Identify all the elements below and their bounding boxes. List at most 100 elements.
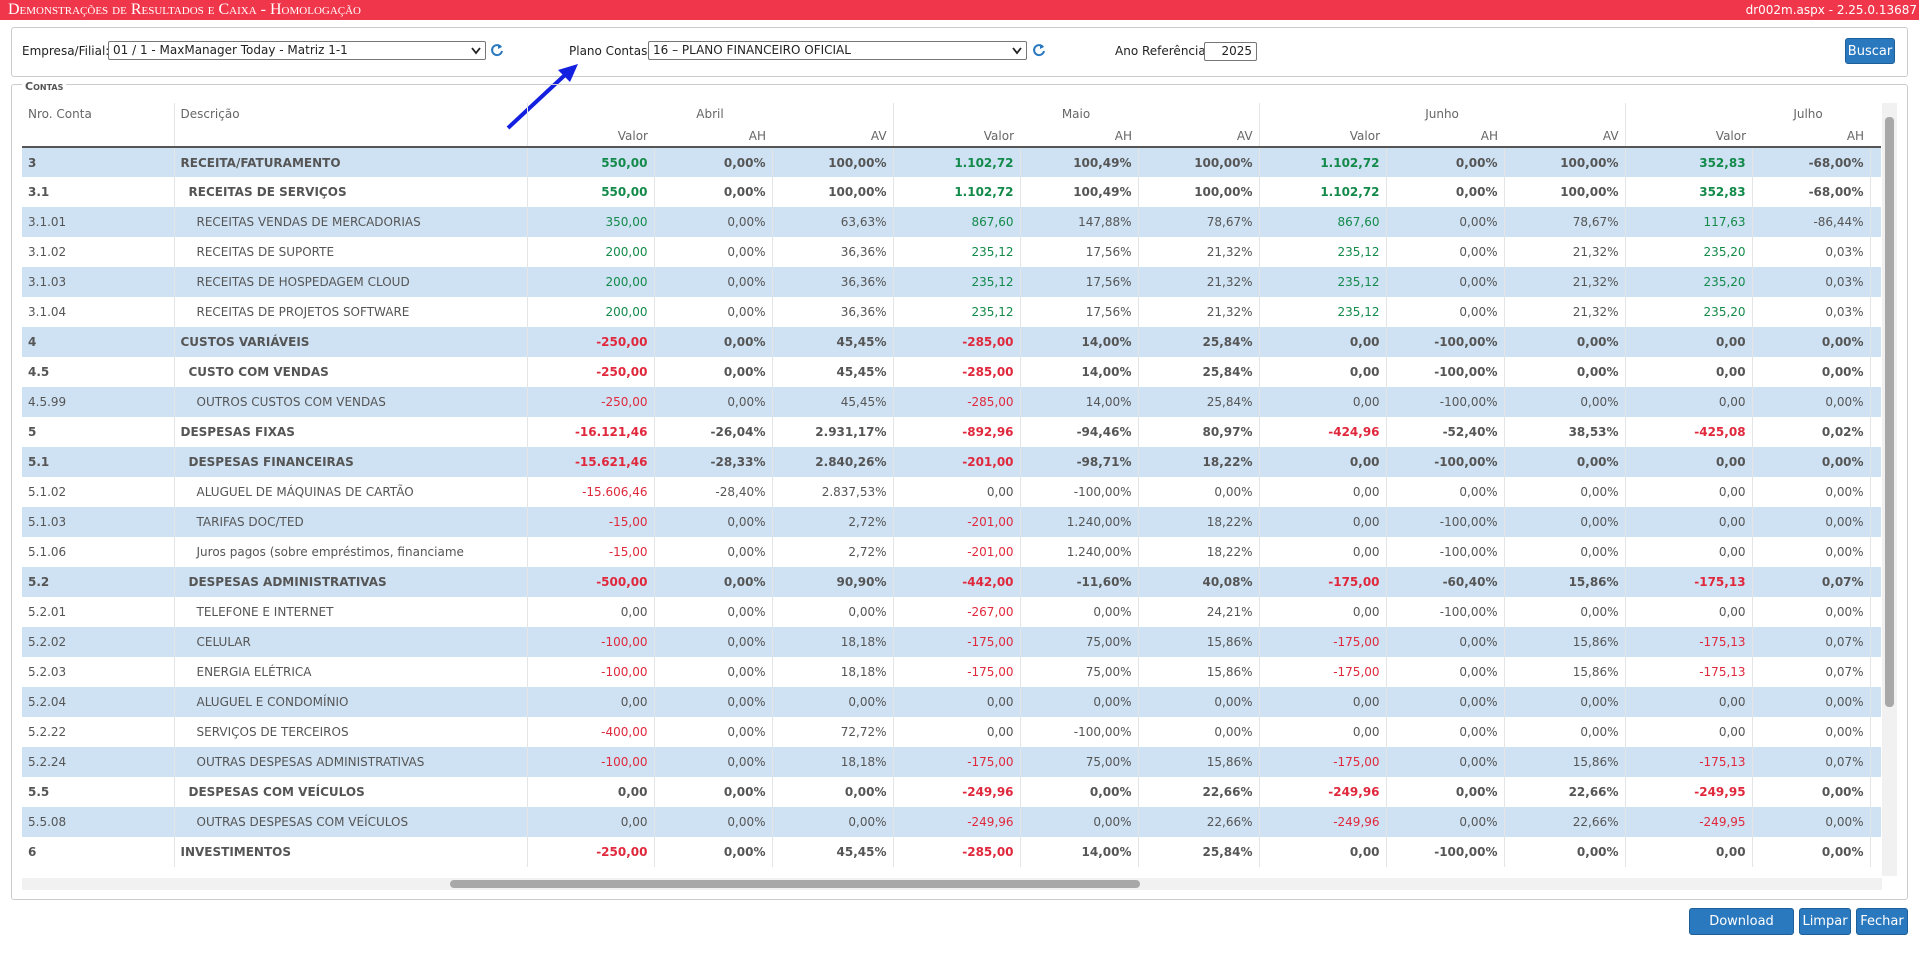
- value-cell: 0,00: [1625, 477, 1753, 507]
- value-cell: 21,32%: [1504, 267, 1626, 297]
- value-cell: -175,13: [1625, 567, 1753, 597]
- download-excel-button[interactable]: Download Excel: [1689, 908, 1794, 955]
- value-cell: 0,00%: [1386, 747, 1505, 777]
- value-cell: 0,00%: [772, 687, 894, 717]
- value-cell: [1870, 387, 1881, 417]
- value-cell: 352,83: [1625, 147, 1753, 177]
- value-cell: 100,49%: [1020, 177, 1139, 207]
- value-cell: 0,00%: [1020, 597, 1139, 627]
- value-cell: -100,00%: [1020, 717, 1139, 747]
- value-cell: -26,04%: [654, 417, 773, 447]
- value-cell: 36,36%: [772, 297, 894, 327]
- value-cell: 22,66%: [1138, 777, 1260, 807]
- value-cell: 72,72%: [772, 717, 894, 747]
- account-description: DESPESAS COM VEÍCULOS: [174, 777, 528, 807]
- value-cell: 15,86%: [1138, 657, 1260, 687]
- header-bar: Demonstrações de Resultados e Caixa - Ho…: [0, 0, 1919, 20]
- value-cell: 18,22%: [1138, 447, 1260, 477]
- value-cell: -175,00: [1259, 567, 1387, 597]
- horizontal-scrollbar[interactable]: [22, 878, 1882, 890]
- refresh-icon[interactable]: [1032, 43, 1046, 57]
- account-row: 5.2.01 TELEFONE E INTERNET 0,00 0,00% 0,00% -…: [22, 597, 1881, 627]
- value-cell: 0,00%: [1138, 687, 1260, 717]
- value-cell: -285,00: [893, 837, 1021, 867]
- vertical-scrollbar[interactable]: [1882, 103, 1897, 876]
- value-cell: 235,12: [1259, 267, 1387, 297]
- value-cell: [1870, 657, 1881, 687]
- value-cell: 0,00%: [1752, 447, 1871, 477]
- value-cell: -201,00: [893, 537, 1021, 567]
- empresa-select[interactable]: 01 / 1 - MaxManager Today - Matriz 1-1: [108, 41, 486, 60]
- value-cell: 75,00%: [1020, 657, 1139, 687]
- value-cell: 15,86%: [1504, 567, 1626, 597]
- value-cell: 45,45%: [772, 357, 894, 387]
- value-cell: -250,00: [527, 327, 655, 357]
- value-cell: -100,00%: [1386, 357, 1505, 387]
- value-cell: 0,00%: [654, 297, 773, 327]
- value-cell: 235,20: [1625, 297, 1753, 327]
- subcolumn-header: AH: [654, 125, 772, 148]
- value-cell: 14,00%: [1020, 387, 1139, 417]
- table-container: Nro. Conta Descrição Abril Maio Junho Julho Va…: [22, 103, 1881, 876]
- subcolumn-header: AH: [1752, 125, 1871, 148]
- ano-input[interactable]: 2025: [1204, 42, 1257, 61]
- value-cell: 0,00%: [1752, 837, 1871, 867]
- accounts-table: Nro. Conta Descrição Abril Maio Junho Julho Va…: [22, 103, 1881, 867]
- value-cell: [1870, 747, 1881, 777]
- value-cell: 90,90%: [772, 567, 894, 597]
- value-cell: [1870, 267, 1881, 297]
- search-button[interactable]: Buscar: [1845, 38, 1895, 64]
- subcolumn-header: AV: [1138, 125, 1260, 148]
- value-cell: 0,00%: [1752, 597, 1871, 627]
- value-cell: -98,71%: [1020, 447, 1139, 477]
- value-cell: -100,00%: [1386, 507, 1505, 537]
- value-cell: 45,45%: [772, 327, 894, 357]
- version: dr002m.aspx - 2.25.0.13687: [1745, 3, 1917, 17]
- select-value: 16 – PLANO FINANCEIRO OFICIAL: [653, 43, 851, 57]
- value-cell: 0,00%: [654, 237, 773, 267]
- value-cell: 0,00: [1625, 717, 1753, 747]
- value-cell: 0,00%: [1752, 687, 1871, 717]
- value-cell: -175,00: [1259, 627, 1387, 657]
- value-cell: 0,00: [1625, 327, 1753, 357]
- value-cell: [1870, 777, 1881, 807]
- limpar-button[interactable]: Limpar: [1799, 908, 1851, 935]
- account-row: 4.5.99 OUTROS CUSTOS COM VENDAS -250,00 0,0…: [22, 387, 1881, 417]
- fechar-button[interactable]: Fechar: [1856, 908, 1908, 935]
- value-cell: 0,00: [1259, 597, 1387, 627]
- value-cell: 1.102,72: [1259, 147, 1387, 177]
- value-cell: 0,00: [1259, 837, 1387, 867]
- value-cell: 0,00%: [654, 837, 773, 867]
- account-number: 5.2.01: [22, 597, 175, 627]
- refresh-icon[interactable]: [490, 43, 504, 57]
- account-row: 3.1.03 RECEITAS DE HOSPEDAGEM CLOUD 200,00…: [22, 267, 1881, 297]
- value-cell: 0,00%: [1020, 687, 1139, 717]
- value-cell: 235,12: [893, 237, 1021, 267]
- value-cell: -249,96: [1259, 807, 1387, 837]
- month-header: Julho: [1625, 103, 1881, 125]
- value-cell: 36,36%: [772, 237, 894, 267]
- value-cell: 22,66%: [1138, 807, 1260, 837]
- value-cell: 100,00%: [772, 147, 894, 177]
- select-value: 01 / 1 - MaxManager Today - Matriz 1-1: [113, 43, 348, 57]
- account-number: 3.1.04: [22, 297, 175, 327]
- value-cell: 0,00%: [654, 147, 773, 177]
- account-description: DESPESAS ADMINISTRATIVAS: [174, 567, 528, 597]
- account-description: RECEITAS DE PROJETOS SOFTWARE: [174, 297, 528, 327]
- value-cell: 550,00: [527, 147, 655, 177]
- value-cell: [1870, 807, 1881, 837]
- value-cell: 0,00: [1259, 477, 1387, 507]
- account-row: 5.5.08 OUTRAS DESPESAS COM VEÍCULOS 0,00 0,…: [22, 807, 1881, 837]
- account-row: 5.1.03 TARIFAS DOC/TED -15,00 0,00% 2,72% -20…: [22, 507, 1881, 537]
- value-cell: -52,40%: [1386, 417, 1505, 447]
- value-cell: [1870, 177, 1881, 207]
- value-cell: 0,02%: [1752, 417, 1871, 447]
- account-number: 5.2.03: [22, 657, 175, 687]
- label: Empresa/Filial:: [22, 44, 110, 58]
- value-cell: 17,56%: [1020, 297, 1139, 327]
- plano-select[interactable]: 16 – PLANO FINANCEIRO OFICIAL: [648, 41, 1027, 60]
- account-number: 5.5.08: [22, 807, 175, 837]
- value-cell: [1870, 537, 1881, 567]
- subcolumn-header: Valor: [1625, 125, 1753, 148]
- label: Ano Referência:: [1115, 44, 1210, 58]
